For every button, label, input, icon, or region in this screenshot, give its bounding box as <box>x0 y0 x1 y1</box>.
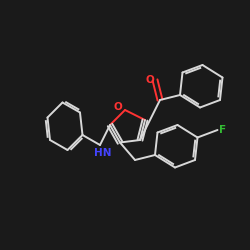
Text: HN: HN <box>94 148 111 158</box>
Text: F: F <box>219 125 226 135</box>
Text: O: O <box>146 75 154 85</box>
Text: O: O <box>113 102 122 113</box>
